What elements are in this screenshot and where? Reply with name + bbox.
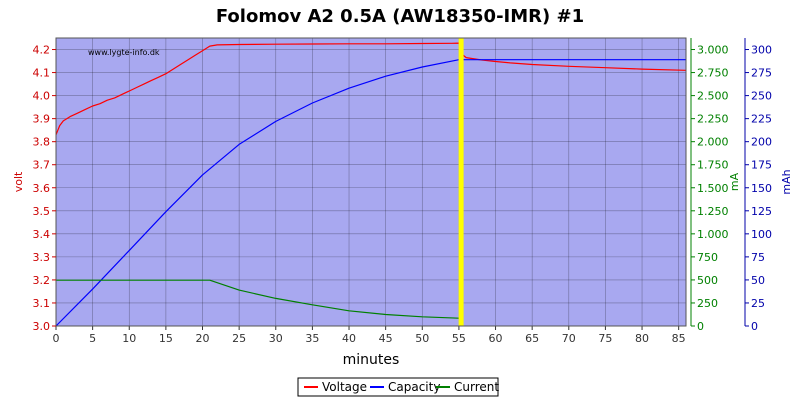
y-tick-label-mah: 250 xyxy=(751,90,772,103)
y-tick-label-mah: 125 xyxy=(751,205,772,218)
x-tick-label: 5 xyxy=(89,332,96,345)
y-axis-label-ma: mA xyxy=(728,172,741,191)
x-tick-label: 25 xyxy=(232,332,246,345)
x-tick-label: 10 xyxy=(122,332,136,345)
x-tick-label: 60 xyxy=(489,332,503,345)
y-tick-label-ma: 2.750 xyxy=(697,67,729,80)
axes: 0 5 10 15 20 25 30 35 40 45 50 55 60 65 70 75 80 85 3.0 3.1… xyxy=(33,37,772,345)
y-tick-label-volt: 4.2 xyxy=(33,44,51,57)
x-tick-label: 55 xyxy=(452,332,466,345)
y-tick-label-mah: 25 xyxy=(751,297,765,310)
y-axis-label-mah: mAh xyxy=(780,169,793,194)
y-tick-label-mah: 50 xyxy=(751,274,765,287)
y-tick-label-volt: 3.6 xyxy=(33,182,51,195)
plot-area xyxy=(56,38,686,326)
legend-entry-current: Current xyxy=(454,380,499,394)
x-tick-label: 85 xyxy=(672,332,686,345)
x-tick-label: 70 xyxy=(562,332,576,345)
series-line-current xyxy=(56,279,462,319)
legend-box xyxy=(297,377,499,397)
watermark: www.lygte-info.dk xyxy=(88,48,160,57)
y-tick-label-volt: 3.5 xyxy=(33,205,51,218)
y-tick-label-ma: 2.250 xyxy=(697,113,729,126)
y-tick-label-volt: 3.8 xyxy=(33,136,51,149)
x-tick-label: 80 xyxy=(635,332,649,345)
plot-frame xyxy=(55,37,687,327)
y-tick-label-volt: 3.9 xyxy=(33,113,51,126)
legend: Voltage Capacity Current xyxy=(297,377,499,397)
x-tick-label: 65 xyxy=(525,332,539,345)
x-tick-label: 20 xyxy=(196,332,210,345)
x-tick-label: 50 xyxy=(415,332,429,345)
x-tick-label: 75 xyxy=(598,332,612,345)
y-axis-label-volt: volt xyxy=(12,171,25,192)
y-tick-label-mah: 0 xyxy=(751,320,758,333)
series-line-capacity xyxy=(55,59,686,327)
y-tick-label-ma: 3.000 xyxy=(697,44,729,57)
y-tick-label-mah: 100 xyxy=(751,228,772,241)
y-tick-label-mah: 200 xyxy=(751,136,772,149)
y-tick-label-ma: 500 xyxy=(697,274,718,287)
series-layer xyxy=(55,42,687,327)
y-tick-label-ma: 0 xyxy=(697,320,704,333)
y-tick-label-volt: 4.1 xyxy=(33,67,51,80)
x-tick-label: 30 xyxy=(269,332,283,345)
y-tick-label-ma: 1.250 xyxy=(697,205,729,218)
y-tick-label-mah: 75 xyxy=(751,251,765,264)
y-tick-label-volt: 3.2 xyxy=(33,274,51,287)
y-tick-label-ma: 1.000 xyxy=(697,228,729,241)
legend-entry-voltage: Voltage xyxy=(322,380,367,394)
y-tick-label-volt: 3.4 xyxy=(33,228,51,241)
x-tick-label: 35 xyxy=(305,332,319,345)
y-tick-label-mah: 275 xyxy=(751,67,772,80)
x-tick-label: 15 xyxy=(159,332,173,345)
y-tick-label-mah: 150 xyxy=(751,182,772,195)
x-tick-label: 0 xyxy=(53,332,60,345)
y-tick-label-ma: 750 xyxy=(697,251,718,264)
y-tick-label-volt: 3.1 xyxy=(33,297,51,310)
legend-entry-capacity: Capacity xyxy=(388,380,440,394)
x-tick-label: 40 xyxy=(342,332,356,345)
y-tick-label-ma: 1.500 xyxy=(697,182,729,195)
y-tick-label-mah: 175 xyxy=(751,159,772,172)
y-tick-label-ma: 2.000 xyxy=(697,136,729,149)
y-tick-label-ma: 2.500 xyxy=(697,90,729,103)
y-tick-label-ma: 1.750 xyxy=(697,159,729,172)
x-tick-label: 45 xyxy=(379,332,393,345)
x-axis-label: minutes xyxy=(343,352,400,368)
y-tick-label-volt: 3.0 xyxy=(33,320,51,333)
y-tick-label-volt: 4.0 xyxy=(33,90,51,103)
y-tick-label-ma: 250 xyxy=(697,297,718,310)
y-tick-label-volt: 3.3 xyxy=(33,251,51,264)
y-tick-label-mah: 225 xyxy=(751,113,772,126)
y-tick-label-mah: 300 xyxy=(751,44,772,57)
y-tick-label-volt: 3.7 xyxy=(33,159,51,172)
chart-title: Folomov A2 0.5A (AW18350-IMR) #1 xyxy=(216,6,584,27)
